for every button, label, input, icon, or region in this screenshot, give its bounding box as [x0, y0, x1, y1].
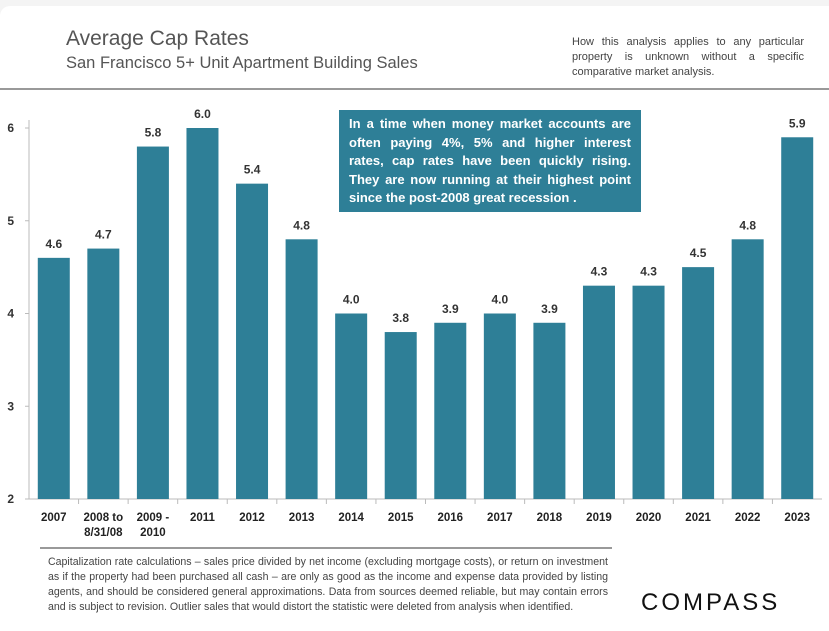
y-tick-label: 5 — [7, 214, 14, 228]
x-tick-label: 2021 — [685, 512, 711, 524]
data-label: 3.9 — [541, 302, 558, 316]
footer-divider — [40, 547, 612, 549]
x-tick-label: 2007 — [41, 512, 67, 524]
bar-15 — [781, 137, 814, 499]
bar-0 — [37, 257, 70, 499]
bar-12 — [632, 285, 665, 499]
data-label: 4.8 — [739, 218, 756, 232]
data-label: 4.7 — [95, 228, 112, 242]
x-tick-label: 2018 — [537, 512, 563, 524]
data-label: 6.0 — [194, 107, 211, 121]
x-tick-label: 2009 -2010 — [137, 512, 170, 539]
y-tick-label: 2 — [7, 492, 14, 506]
y-tick-label: 3 — [7, 399, 14, 413]
x-tick-label: 2022 — [735, 512, 761, 524]
data-label: 5.4 — [244, 163, 261, 177]
chart-title: Average Cap Rates — [66, 27, 249, 50]
y-tick-label: 4 — [7, 307, 14, 321]
bar-9 — [483, 313, 516, 499]
data-label: 4.5 — [690, 246, 707, 260]
bar-8 — [434, 322, 467, 499]
x-tick-label: 2015 — [388, 512, 414, 524]
data-label: 4.8 — [293, 218, 310, 232]
x-tick-label: 2011 — [190, 512, 216, 524]
bar-3 — [186, 128, 219, 499]
x-tick-label: 2013 — [289, 512, 315, 524]
chart-subtitle: San Francisco 5+ Unit Apartment Building… — [66, 54, 418, 72]
y-tick-label: 6 — [7, 121, 14, 135]
disclaimer-text: How this analysis applies to any particu… — [572, 36, 804, 78]
x-tick-label: 2012 — [239, 512, 265, 524]
x-tick-label: 2016 — [437, 512, 463, 524]
data-label: 5.9 — [789, 116, 806, 130]
data-label: 4.0 — [343, 293, 360, 307]
data-label: 4.6 — [45, 237, 62, 251]
x-tick-label: 2008 to 8/31/08 — [84, 512, 124, 539]
x-tick-label: 2019 — [586, 512, 612, 524]
data-label: 5.8 — [145, 126, 162, 140]
data-label: 3.9 — [442, 302, 459, 316]
x-tick-label: 2020 — [636, 512, 662, 524]
bar-13 — [682, 267, 715, 499]
x-tick-label: 2014 — [338, 512, 364, 524]
bar-14 — [731, 239, 764, 500]
bar-5 — [285, 239, 318, 500]
header-divider — [0, 88, 829, 90]
bar-4 — [236, 183, 269, 499]
compass-logo: COMPASS — [641, 589, 781, 616]
x-tick-label: 2023 — [784, 512, 810, 524]
bar-11 — [582, 285, 615, 499]
data-label: 3.8 — [392, 311, 409, 325]
bar-10 — [533, 322, 566, 499]
data-label: 4.3 — [640, 265, 657, 279]
annotation-box: In a time when money market accounts are… — [339, 110, 641, 212]
bar-chart: 2 3 4 5 6 4.6 2007 4.7 2008 to 8/31/08 5.8 2009 -20… — [7, 107, 822, 539]
bar-2 — [136, 146, 169, 500]
data-label: 4.0 — [492, 293, 509, 307]
bar-6 — [335, 313, 368, 499]
data-label: 4.3 — [591, 265, 608, 279]
bar-7 — [384, 332, 417, 499]
footer-note: Capitalization rate calculations – sales… — [48, 556, 608, 613]
bar-1 — [87, 248, 120, 499]
x-tick-label: 2017 — [487, 512, 513, 524]
